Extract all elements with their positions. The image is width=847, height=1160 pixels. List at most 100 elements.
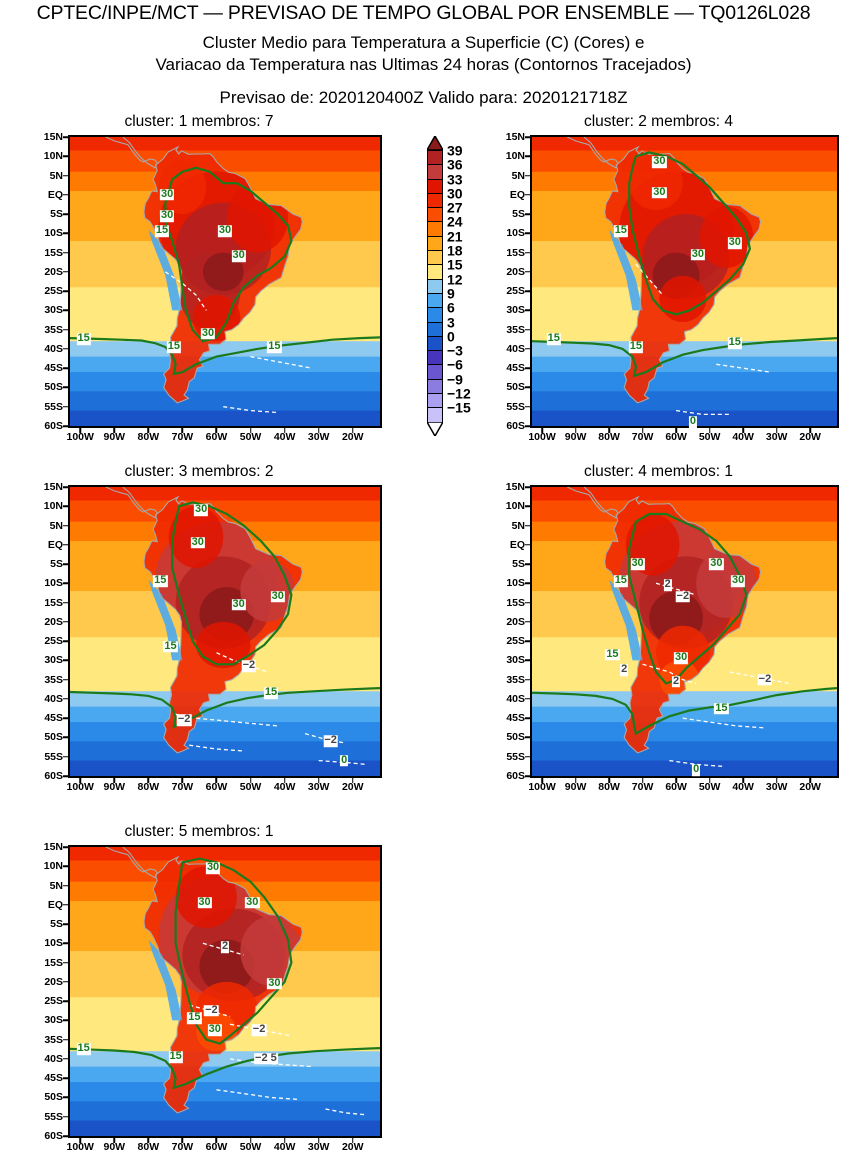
y-axis-tick-mark — [525, 251, 530, 254]
contour-label: 30 — [245, 896, 260, 909]
y-axis-tick-mark — [63, 405, 68, 408]
map-cluster-4[interactable]: 30 30 15 30 2 −2 15 30 2 2 −2 15 0 15N 10N 5N EQ 5S 10S 15S… — [506, 481, 839, 793]
x-axis-tick-label: 100W — [528, 781, 556, 793]
colorbar-tick-label: −12 — [447, 385, 471, 402]
contour-label: 30 — [652, 155, 667, 168]
panel-title-cluster-3: cluster: 3 membros: 2 — [124, 463, 274, 480]
x-axis-tick-label: 90W — [103, 781, 126, 793]
contour-label: 30 — [159, 188, 175, 201]
x-axis-tick-label: 70W — [631, 781, 654, 793]
y-axis-tick-label: 10N — [43, 500, 63, 513]
contour-label: 30 — [270, 590, 285, 603]
y-axis-tick-mark — [63, 194, 68, 196]
panel-title-cluster-5: cluster: 5 membros: 1 — [124, 823, 274, 840]
y-axis-tick-mark — [525, 775, 530, 777]
y-axis-tick-mark — [525, 174, 530, 177]
y-axis-tick-mark — [63, 698, 68, 700]
y-axis-tick-mark — [525, 659, 530, 662]
y-axis-tick-mark — [63, 271, 68, 273]
contour-label: 15 — [76, 332, 91, 346]
y-axis-tick-mark — [525, 698, 530, 700]
colorbar-band: 33 — [427, 171, 463, 193]
map-cluster-5[interactable]: 30 30 30 2 30 −2 15 30 −2 15 15 −2 5 15N 10N 5N EQ 5S 10S… — [44, 841, 382, 1153]
y-axis-tick-label: 60S — [44, 1130, 63, 1142]
y-axis-tick-mark — [525, 736, 530, 739]
y-axis-tick-mark — [63, 309, 68, 312]
y-axis-tick-label: 55S — [506, 750, 525, 763]
contour-label: 30 — [630, 557, 645, 570]
colorbar-band: 24 — [427, 214, 463, 236]
subtitle-line-2: Variacao da Temperatura nas Ultimas 24 h… — [155, 55, 692, 74]
x-axis-tick-mark — [249, 778, 252, 783]
x-axis-tick-mark — [742, 778, 744, 783]
y-axis-tick-mark — [63, 621, 68, 623]
x-axis-tick-mark — [147, 778, 150, 783]
colorbar-tick-label: −9 — [447, 371, 463, 388]
y-axis-tick-mark — [63, 425, 68, 427]
y-axis-tick-mark — [63, 736, 68, 739]
contour-label: −2 — [241, 659, 257, 672]
map-cluster-1[interactable]: 30 30 15 30 30 30 15 15 15 15N 10N 5N EQ 5S 10S 15S 20S 2… — [44, 131, 382, 443]
contour-label: 30 — [205, 861, 221, 874]
y-axis-tick-label: 5N — [49, 169, 63, 182]
y-axis-tick-label: 35S — [506, 673, 525, 686]
x-axis-tick-label: 50W — [698, 431, 721, 443]
y-axis-tick-label: 45S — [506, 712, 525, 725]
map-cluster-3[interactable]: 30 30 15 30 30 15 −2 15 −2 −2 0 15N 10N 5N EQ 5S 10S 15S 2… — [44, 481, 382, 793]
contour-label: 15 — [714, 701, 729, 715]
contour-label: 2 — [663, 578, 672, 592]
x-axis-tick-mark — [541, 428, 543, 433]
contour-label: 0 — [340, 753, 349, 767]
y-axis-tick-mark — [525, 309, 530, 312]
y-axis-tick-label: 5N — [511, 169, 525, 182]
colorbar-band: −12 — [427, 386, 471, 408]
y-axis-tick-mark — [525, 155, 530, 158]
y-axis-tick-label: 20S — [44, 615, 63, 628]
x-axis-tick-label: 80W — [137, 781, 160, 793]
y-axis-tick-mark — [525, 678, 530, 681]
y-axis-tick-label: 5S — [50, 918, 63, 931]
colorbar-bottom-arrow — [425, 420, 445, 438]
x-axis-tick-mark — [608, 778, 610, 783]
y-axis-tick-label: 25S — [506, 285, 525, 298]
y-axis-tick-mark — [525, 563, 530, 565]
x-axis-tick-mark — [181, 428, 184, 433]
map-field — [70, 487, 380, 776]
y-axis-tick-mark — [525, 194, 530, 196]
colorbar-band: 21 — [427, 228, 463, 251]
x-axis-tick-label: 50W — [239, 431, 262, 443]
contour-label: 30 — [709, 557, 724, 570]
x-axis-tick-label: 30W — [307, 1141, 330, 1153]
x-axis-tick-label: 60W — [205, 781, 228, 793]
y-axis-tick-label: 10S — [44, 937, 63, 950]
x-axis-tick-mark — [809, 778, 811, 783]
y-axis-tick-mark — [63, 846, 68, 848]
x-axis-tick-label: 100W — [66, 431, 94, 443]
colorbar-tick-label: 18 — [447, 242, 463, 259]
y-axis-tick-mark — [525, 717, 530, 719]
colorbar-tick-label: 3 — [447, 314, 455, 331]
y-axis-tick-label: 40S — [44, 342, 63, 355]
x-axis-tick-label: 20W — [799, 781, 821, 793]
map-frame — [530, 135, 839, 428]
y-axis-tick-label: 15N — [505, 131, 525, 143]
y-axis-tick-mark — [63, 348, 68, 350]
y-axis-tick-mark — [63, 942, 68, 945]
y-axis-tick-label: 5N — [511, 519, 525, 532]
map-cluster-2[interactable]: 30 30 15 30 30 15 15 15 0 15N 10N 5N EQ 5S 10S 15S 20S 25… — [506, 131, 839, 443]
x-axis-tick-label: 60W — [205, 1141, 228, 1153]
y-axis-tick-label: 15S — [44, 956, 63, 969]
colorbar-tick-label: 24 — [447, 214, 463, 231]
y-axis-tick-mark — [63, 544, 68, 546]
y-axis-tick-mark — [63, 717, 68, 719]
y-axis-tick-mark — [63, 923, 68, 925]
x-axis-tick-mark — [574, 428, 577, 433]
y-axis-tick-label: 45S — [44, 712, 63, 725]
x-axis-tick-label: 40W — [273, 431, 296, 443]
y-axis-tick-label: 25S — [506, 635, 525, 648]
x-axis-tick-label: 30W — [765, 781, 788, 793]
x-axis-tick-label: 70W — [171, 1141, 194, 1153]
x-axis-tick-mark — [113, 428, 116, 433]
x-axis-tick-mark — [351, 428, 354, 433]
x-axis-tick-label: 100W — [528, 431, 556, 443]
